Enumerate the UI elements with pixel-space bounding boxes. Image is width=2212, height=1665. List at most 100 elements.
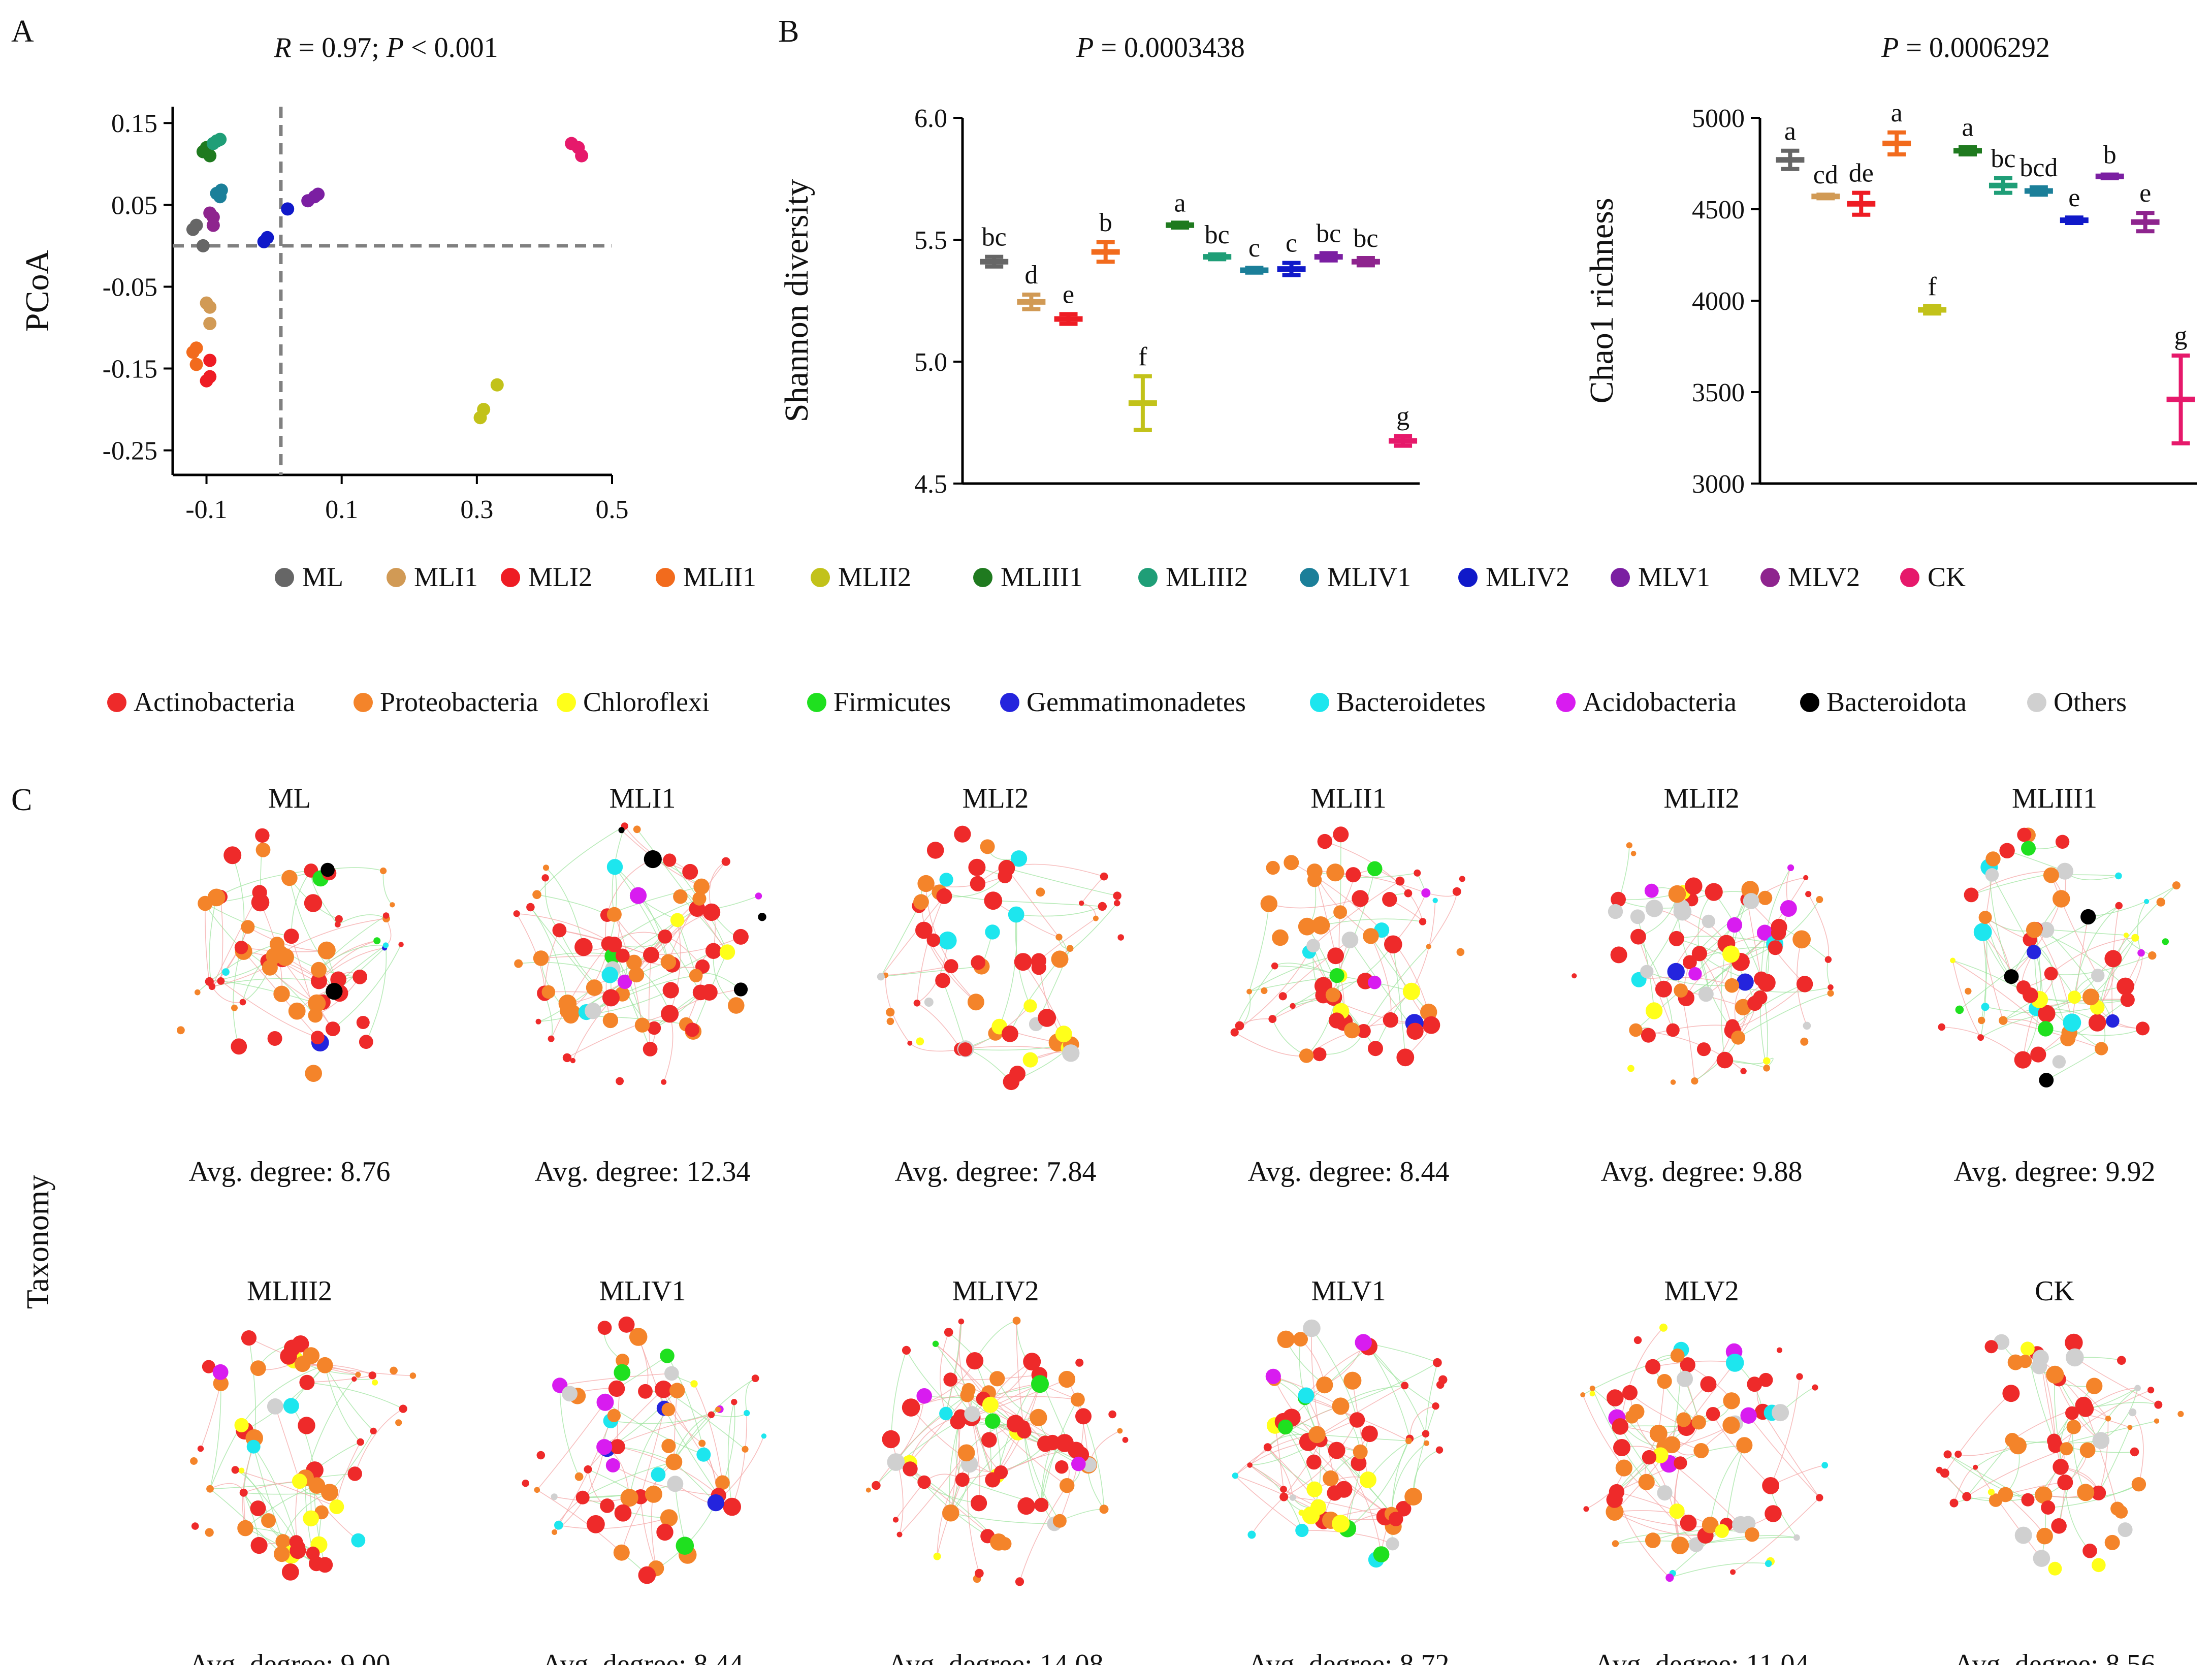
network-node <box>1655 980 1672 998</box>
network-edge <box>558 1517 669 1529</box>
network-node <box>2065 1333 2083 1352</box>
network-edge <box>1347 1433 1370 1529</box>
significance-letter-mlv2: e <box>2139 179 2151 208</box>
network-edge <box>942 980 966 1049</box>
network-node <box>1659 1323 1668 1332</box>
network-node <box>1641 1028 1656 1043</box>
network-edge <box>1748 1415 1820 1498</box>
network-edge <box>544 878 560 931</box>
network-node <box>644 850 662 869</box>
network-node <box>643 1042 658 1056</box>
network-edge <box>1006 868 1117 896</box>
network-node <box>1345 867 1361 883</box>
network-node <box>616 1077 624 1085</box>
network-node <box>1352 890 1369 907</box>
network-node <box>971 955 986 970</box>
network-ck: CK Avg. degree: 8.56 <box>1936 1275 2184 1665</box>
network-edge <box>1720 943 1727 1061</box>
network-node <box>2079 1442 2096 1458</box>
network-node <box>960 1388 974 1402</box>
network-edge <box>1637 916 1655 1011</box>
network-node <box>1293 1332 1308 1347</box>
network-node <box>1645 1002 1663 1019</box>
taxa-swatch <box>107 693 126 712</box>
network-node <box>916 1037 924 1046</box>
network-edge <box>636 829 698 909</box>
network-node <box>1691 1415 1706 1430</box>
network-node <box>1763 1057 1771 1065</box>
network-node <box>2036 1527 2053 1545</box>
network-node <box>551 1493 558 1500</box>
network-node <box>1765 1505 1782 1522</box>
point-mli2 <box>200 374 213 388</box>
network-node <box>935 973 950 988</box>
network-node <box>1685 877 1703 895</box>
network-node <box>1368 1041 1383 1056</box>
network-avg-degree: Avg. degree: 9.88 <box>1600 1156 1802 1188</box>
legend-label-mlii1: MLII1 <box>683 562 756 592</box>
network-node <box>685 1022 699 1037</box>
network-node <box>1999 843 2015 859</box>
network-node <box>585 1002 601 1019</box>
network-node <box>208 983 216 990</box>
network-node <box>719 944 735 960</box>
network-node <box>887 1453 905 1471</box>
network-node <box>1740 1068 1747 1074</box>
network-node <box>250 1536 268 1554</box>
network-edge <box>536 825 625 895</box>
network-node <box>352 969 367 984</box>
network-node <box>294 1335 308 1350</box>
network-node <box>329 1499 344 1514</box>
network-edge <box>663 1389 746 1450</box>
network-node <box>351 1376 357 1382</box>
network-edge <box>307 1375 373 1383</box>
network-node <box>1298 917 1316 936</box>
chao1-title: P = 0.0006292 <box>1881 32 2050 63</box>
network-edge <box>1941 1027 2024 1061</box>
network-node <box>1772 1404 1789 1422</box>
network-node <box>1949 1498 1959 1508</box>
network-node <box>197 1445 204 1452</box>
y-tick-label: 4500 <box>1692 196 1745 225</box>
network-node <box>1420 1003 1437 1021</box>
network-node <box>1724 978 1740 993</box>
network-node <box>1351 1455 1367 1471</box>
point-mliv2 <box>281 202 295 216</box>
network-edge <box>1352 1381 1369 1480</box>
network-node <box>1367 861 1383 877</box>
network-edge <box>1234 1032 1307 1056</box>
network-node <box>1731 1030 1746 1045</box>
network-node <box>2123 933 2129 938</box>
network-node <box>281 1563 299 1581</box>
network-edge <box>2007 850 2065 872</box>
network-node <box>705 943 722 959</box>
network-edge <box>275 1406 300 1482</box>
network-node <box>2095 1042 2108 1055</box>
network-node <box>1456 948 1465 956</box>
network-node <box>288 1002 306 1020</box>
legend-swatch-mli1 <box>387 568 406 587</box>
network-edge <box>1285 1339 1325 1386</box>
network-node <box>1796 976 1813 992</box>
point-mlii1 <box>189 358 203 371</box>
network-edge <box>1614 1510 1711 1526</box>
network-node <box>2047 1433 2062 1448</box>
network-node <box>985 1413 1001 1429</box>
network-mliii1: MLIII1 Avg. degree: 9.92 <box>1938 783 2181 1188</box>
network-node <box>939 931 957 950</box>
legend-swatch-mlii1 <box>656 568 675 587</box>
network-node <box>629 1328 648 1346</box>
network-node <box>602 1012 619 1029</box>
network-node <box>915 921 933 939</box>
significance-letter-mlii2: f <box>1138 342 1147 371</box>
network-avg-degree: Avg. degree: 7.84 <box>894 1156 1096 1188</box>
network-node <box>620 1489 638 1507</box>
significance-letter-mliii2: bc <box>1205 220 1230 249</box>
network-node <box>2048 1561 2062 1576</box>
network-node <box>1821 1462 1829 1469</box>
network-node <box>944 959 958 974</box>
significance-letter-mli2: de <box>1849 159 1874 188</box>
network-node <box>1295 1523 1309 1538</box>
network-node <box>1758 890 1773 905</box>
network-node <box>628 967 645 983</box>
